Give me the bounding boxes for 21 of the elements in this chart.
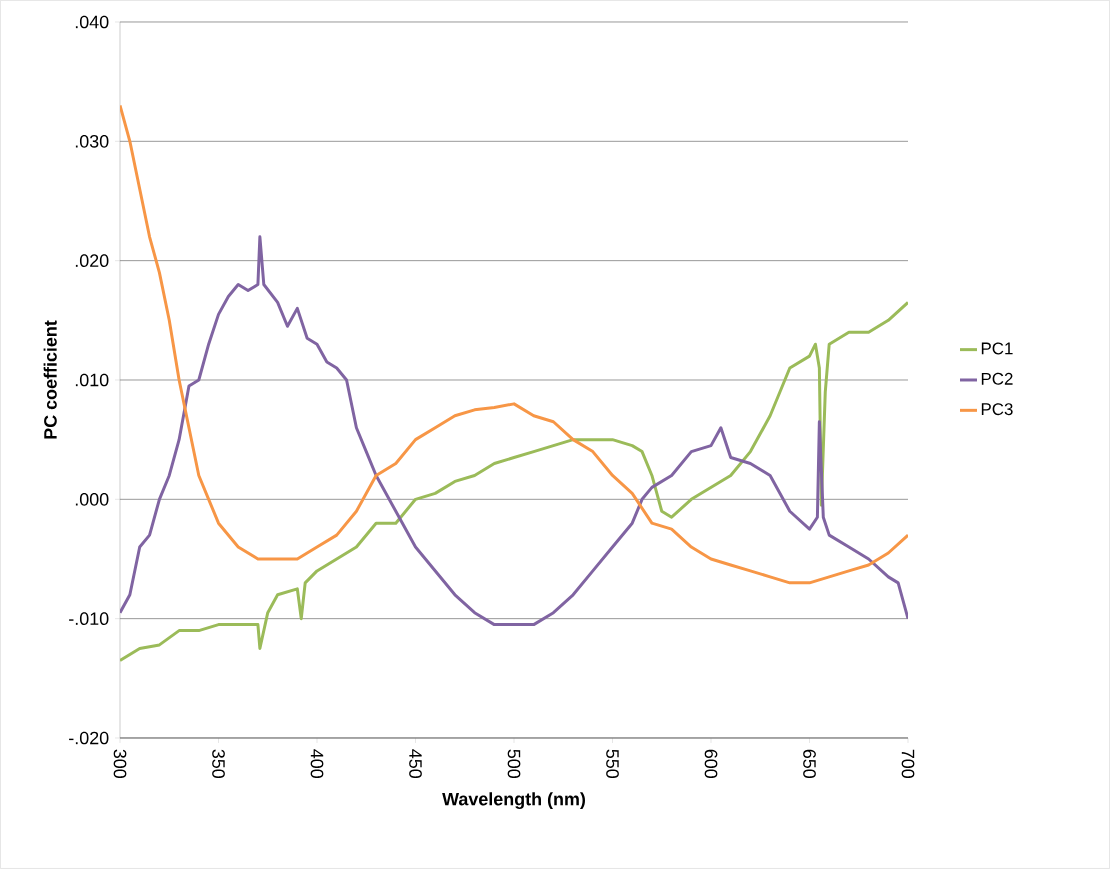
legend-label: PC1 (981, 342, 1013, 355)
y-tick-label: .020 (75, 254, 109, 267)
x-tick-label: 650 (803, 749, 816, 779)
x-tick-label: 300 (113, 749, 127, 779)
y-tick-label: .030 (75, 134, 109, 148)
x-tick-label: 400 (310, 749, 324, 779)
x-tick-label: 500 (507, 749, 521, 779)
x-axis-title: Wavelength (nm) (442, 792, 585, 810)
x-tick-label: 550 (606, 749, 619, 779)
legend-label: PC3 (981, 403, 1013, 416)
y-tick-label: .040 (75, 15, 109, 29)
y-tick-label: -.010 (69, 612, 109, 625)
x-tick-label: 600 (704, 749, 718, 779)
y-tick-label: -.020 (69, 731, 109, 745)
x-tick-label: 450 (409, 749, 422, 779)
legend-label: PC2 (981, 372, 1013, 385)
x-tick-label: 700 (901, 749, 915, 779)
x-tick-label: 350 (212, 749, 225, 779)
y-axis-title: PC coefficient (43, 320, 57, 439)
y-tick-label: .010 (75, 373, 109, 387)
y-tick-label: .000 (75, 492, 109, 506)
